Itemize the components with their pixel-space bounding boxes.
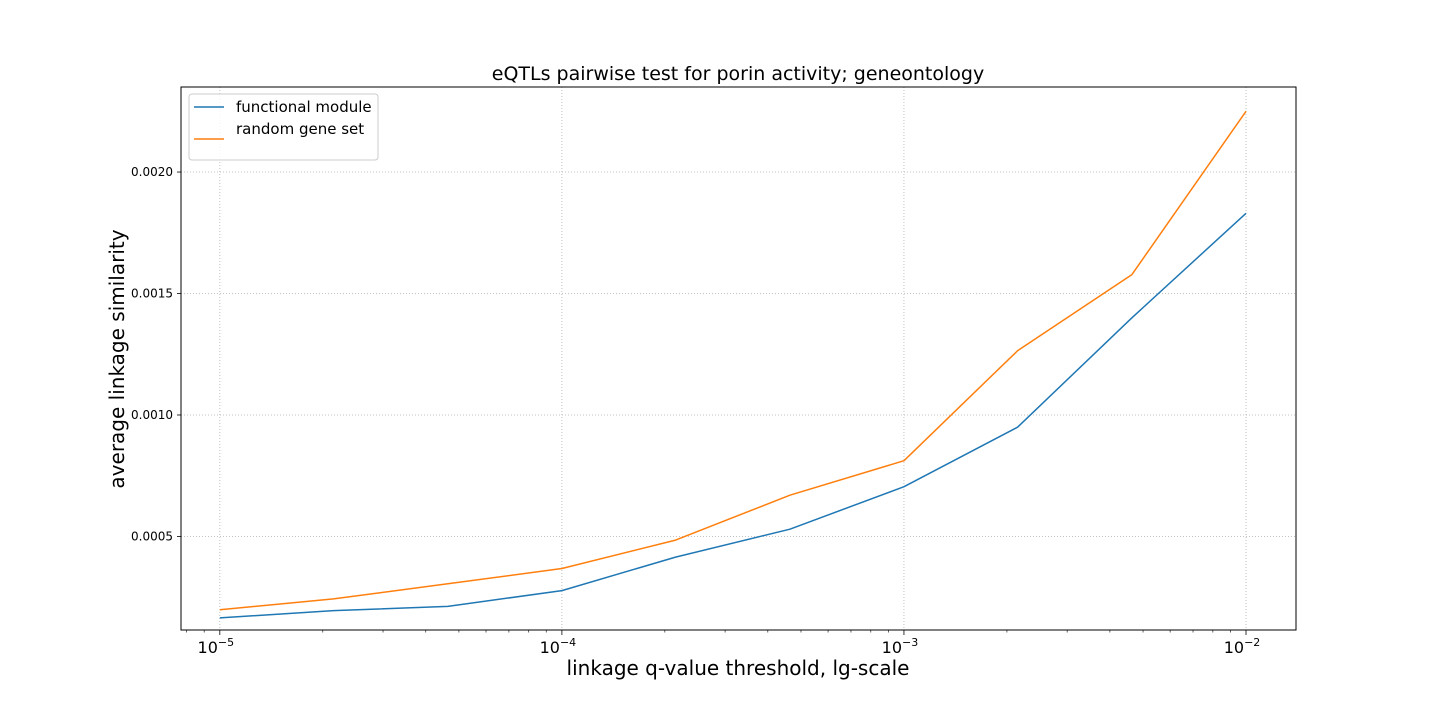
- x-tick-label: 10−5: [198, 636, 235, 657]
- y-tick-label: 0.0020: [131, 165, 173, 179]
- series-line-random-gene-set: [219, 110, 1247, 611]
- y-axis-title: average linkage similarity: [105, 229, 129, 488]
- y-tick-label: 0.0015: [131, 287, 173, 301]
- x-tick-label: 10−2: [1224, 636, 1261, 657]
- legend-box: [188, 93, 379, 161]
- ticks-layer: 0.0005 0.0010 0.0015 0.0020 10−5 10−4 10−3 10−2: [131, 165, 1260, 657]
- chart-title: eQTLs pairwise test for porin activity; …: [492, 63, 984, 85]
- y-tick-label: 0.0005: [131, 529, 173, 543]
- series-layer: [219, 110, 1247, 619]
- y-tick-label: 0.0010: [131, 408, 173, 422]
- grid-layer: [181, 87, 1296, 630]
- series-line-functional-module: [219, 212, 1247, 619]
- legend: functional module random gene set: [188, 93, 379, 161]
- legend-label-random-gene-set: random gene set: [236, 120, 364, 138]
- x-tick-label: 10−4: [540, 636, 577, 657]
- x-axis-title: linkage q-value threshold, lg-scale: [567, 656, 910, 680]
- plot-frame: [180, 86, 1297, 631]
- x-tick-label: 10−3: [882, 636, 919, 657]
- legend-label-functional-module: functional module: [236, 98, 372, 116]
